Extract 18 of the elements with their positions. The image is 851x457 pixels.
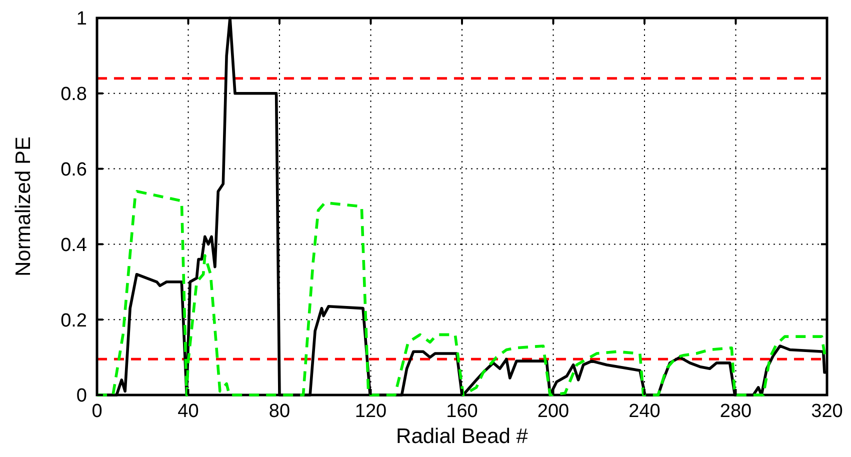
x-tick-label: 240: [628, 401, 660, 422]
y-tick-label: 0.2: [60, 310, 87, 332]
y-tick-label: 1: [76, 8, 87, 30]
y-tick-label: 0.8: [60, 84, 87, 106]
x-tick-label: 0: [92, 401, 102, 422]
y-tick-label: 0.4: [60, 234, 88, 256]
x-tick-label: 120: [354, 401, 387, 422]
x-tick-label: 320: [811, 401, 843, 422]
x-tick-label: 40: [178, 401, 199, 422]
x-tick-label: 200: [537, 401, 570, 422]
y-axis-title: Normalized PE: [12, 136, 35, 277]
x-axis-title: Radial Bead #: [396, 425, 528, 448]
y-tick-label: 0.6: [60, 159, 87, 180]
line-series: [96, 190, 827, 396]
y-tick-label: 0: [76, 386, 87, 407]
x-tick-label: 80: [268, 401, 290, 422]
x-tick-label: 280: [720, 401, 752, 422]
x-tick-label: 160: [446, 401, 478, 422]
